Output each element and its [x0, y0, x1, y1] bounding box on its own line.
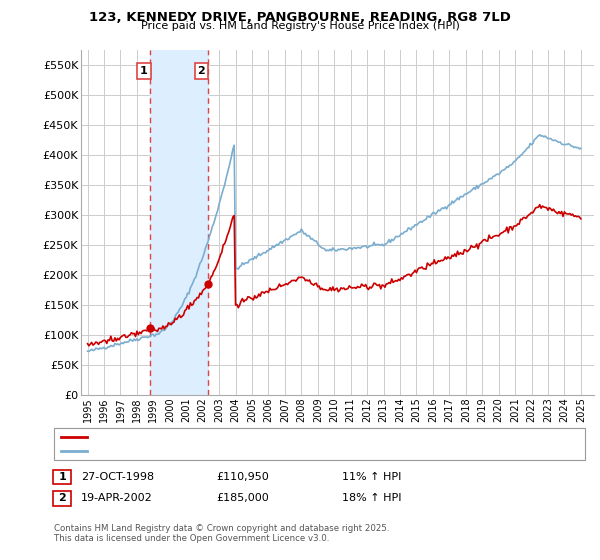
Text: 11% ↑ HPI: 11% ↑ HPI: [342, 472, 401, 482]
Bar: [151, 50, 208, 395]
Text: Contains HM Land Registry data © Crown copyright and database right 2025.
This d: Contains HM Land Registry data © Crown c…: [54, 524, 389, 543]
Text: 123, KENNEDY DRIVE, PANGBOURNE, READING, RG8 7LD (semi-detached house): 123, KENNEDY DRIVE, PANGBOURNE, READING,…: [92, 432, 488, 442]
Text: £110,950: £110,950: [216, 472, 269, 482]
Text: 1: 1: [59, 472, 66, 482]
Text: 2: 2: [197, 66, 205, 76]
Text: 27-OCT-1998: 27-OCT-1998: [81, 472, 154, 482]
Text: 18% ↑ HPI: 18% ↑ HPI: [342, 493, 401, 503]
Text: 123, KENNEDY DRIVE, PANGBOURNE, READING, RG8 7LD: 123, KENNEDY DRIVE, PANGBOURNE, READING,…: [89, 11, 511, 24]
Text: £185,000: £185,000: [216, 493, 269, 503]
Text: HPI: Average price, semi-detached house, West Berkshire: HPI: Average price, semi-detached house,…: [92, 446, 373, 456]
Text: 1: 1: [140, 66, 148, 76]
Text: Price paid vs. HM Land Registry's House Price Index (HPI): Price paid vs. HM Land Registry's House …: [140, 21, 460, 31]
Text: 2: 2: [59, 493, 66, 503]
Text: 19-APR-2002: 19-APR-2002: [81, 493, 153, 503]
